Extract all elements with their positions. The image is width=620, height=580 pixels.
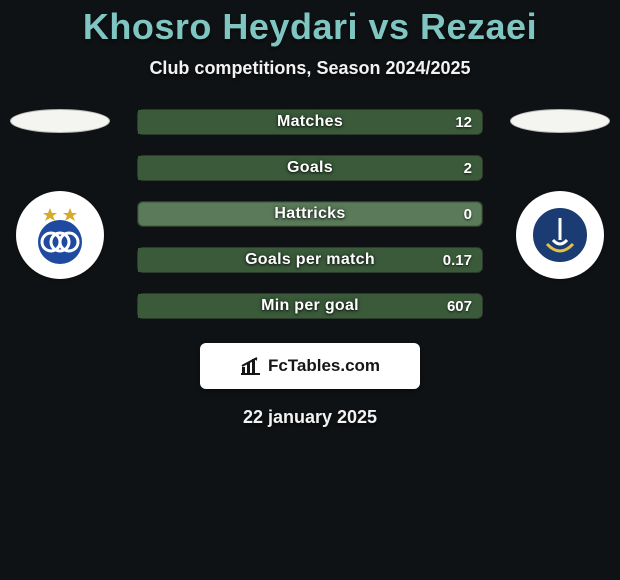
stat-bars: 12Matches 2Goals 0Hattricks 0.17Goals per m… bbox=[137, 109, 483, 319]
bar-chart-icon bbox=[240, 355, 262, 377]
brand-text: FcTables.com bbox=[268, 356, 380, 376]
player-left-silhouette bbox=[10, 109, 110, 133]
crest-right-svg bbox=[525, 200, 595, 270]
page-title: Khosro Heydari vs Rezaei bbox=[0, 0, 620, 48]
stat-label: Goals bbox=[138, 156, 482, 180]
subtitle: Club competitions, Season 2024/2025 bbox=[0, 58, 620, 79]
player-left-column bbox=[0, 109, 120, 279]
infographic: Khosro Heydari vs Rezaei Club competitio… bbox=[0, 0, 620, 580]
stat-bar: 0Hattricks bbox=[137, 201, 483, 227]
player-right-column bbox=[500, 109, 620, 279]
stat-bar: 12Matches bbox=[137, 109, 483, 135]
date-text: 22 january 2025 bbox=[0, 407, 620, 428]
stat-label: Hattricks bbox=[138, 202, 482, 226]
stat-label: Goals per match bbox=[138, 248, 482, 272]
stat-bar: 607Min per goal bbox=[137, 293, 483, 319]
player-right-silhouette bbox=[510, 109, 610, 133]
stat-bar: 2Goals bbox=[137, 155, 483, 181]
stat-label: Min per goal bbox=[138, 294, 482, 318]
brand-badge: FcTables.com bbox=[200, 343, 420, 389]
stat-bar: 0.17Goals per match bbox=[137, 247, 483, 273]
stat-label: Matches bbox=[138, 110, 482, 134]
club-crest-left bbox=[16, 191, 104, 279]
crest-left-svg bbox=[25, 200, 95, 270]
comparison-arena: 12Matches 2Goals 0Hattricks 0.17Goals per m… bbox=[0, 109, 620, 319]
club-crest-right bbox=[516, 191, 604, 279]
